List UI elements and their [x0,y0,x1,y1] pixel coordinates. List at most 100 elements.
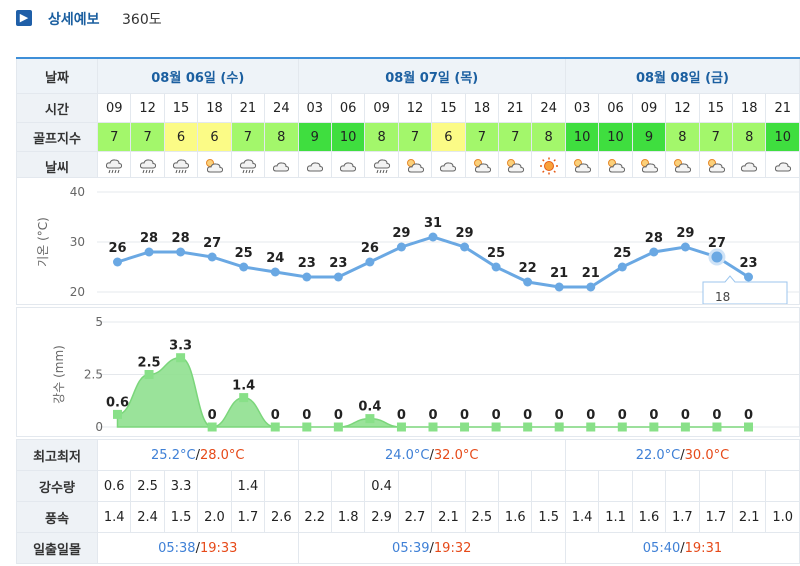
day-2-sunrise: 05:39 [392,540,430,556]
rainfall-cell: 3.3 [163,470,199,502]
weather-cell [297,151,332,181]
rain-value-label: 0.6 [106,395,129,410]
temperature-point [396,242,406,252]
wind-label: 풍속 [16,501,98,533]
time-cell: 06 [330,93,366,123]
rainfall-cell: 1.4 [230,470,266,502]
temperature-value-label: 29 [392,226,410,241]
temperature-value-label: 25 [613,246,631,261]
wind-cell: 2.9 [364,501,399,533]
temperature-value-label: 23 [739,256,757,271]
temperature-point [113,257,122,267]
temperature-point [428,232,438,242]
highlighted-point [708,248,726,266]
rainfall-cell [631,470,667,502]
temperature-value-label: 21 [582,266,600,281]
time-cell: 12 [665,93,700,123]
time-cell: 06 [598,93,633,123]
wind-cell: 2.4 [130,501,165,533]
temperature-point [144,247,154,257]
cloud-icon [738,159,760,174]
weather-cell [197,151,232,181]
summary-table: 최고최저 25.2°C/28.0°C 24.0°C/32.0°C 22.0°C/… [16,439,800,564]
time-cell: 12 [130,93,165,123]
temperature-point [365,257,375,267]
time-cell: 18 [464,93,500,123]
temperature-value-label: 27 [203,236,221,251]
rain-value-label: 0 [208,408,217,423]
tooltip-text: 18 [715,290,730,304]
sun-cloud-icon [705,159,727,174]
temperature-value-label: 21 [550,266,568,281]
wind-row: 풍속 1.4 2.4 1.5 2.0 1.7 2.6 2.2 1.8 2.9 2.7 2.1 2.5 1… [16,501,800,533]
sun-cloud-icon [471,159,493,174]
rain-chart: 0 2.5 5 강수 (mm) 0.6 2.5 3.3 0 1.4 0 0 0 0.4 0 0 0 0 0 0 0 0 0… [16,307,800,437]
wind-cell: 1.6 [498,501,533,533]
golf-index-cell: 7 [130,122,165,152]
rainfall-cell [665,470,700,502]
rain-point [523,422,533,432]
rain-point [302,422,312,432]
rainfall-row: 강수량 0.6 2.5 3.3 1.4 0.4 [16,470,800,502]
sun-cloud-icon [638,159,660,174]
rain-cloud-icon [170,159,192,174]
rain-point [270,422,280,432]
rainfall-cell [698,470,734,502]
golf-index-cell: 9 [297,122,332,152]
temperature-chart: 20 30 40 기온 (°C) 26 28 28 27 25 24 23 23 26 29 31 29 25 2… [16,177,800,305]
rainfall-cell [564,470,600,502]
golf-index-cell: 8 [732,122,767,152]
rain-value-label: 0 [649,408,658,423]
cloud-icon [772,159,794,174]
day-3-sunrise: 05:40 [642,540,681,556]
golf-index-cell: 8 [665,122,700,152]
header: ▶ 상세예보 360도 [0,0,800,40]
rain-cloud-icon [237,159,259,174]
minmax-label: 최고최저 [16,439,98,471]
day-1-sun: 05:38/19:33 [97,532,299,564]
time-cell: 15 [431,93,466,123]
y-tick-label: 40 [70,185,85,199]
wind-cell: 2.1 [732,501,767,533]
rainfall-cell: 2.5 [130,470,165,502]
rainfall-cell [397,470,433,502]
rain-value-label: 0 [618,408,627,423]
time-cell: 18 [732,93,767,123]
rain-value-label: 0 [681,408,690,423]
golf-index-cell: 8 [264,122,299,152]
y-tick-label: 2.5 [84,368,103,382]
wind-cell: 1.4 [96,501,132,533]
rain-point [333,422,343,432]
weather-cell [230,151,266,181]
rain-point [649,422,659,432]
day-1-minmax: 25.2°C/28.0°C [97,439,299,471]
time-row: 시간 09 12 15 18 21 24 03 06 09 12 15 18 21 24 03 06 09 12 1… [16,93,800,123]
weather-row: 날씨 [16,151,800,181]
expand-arrow-icon[interactable]: ▶ [16,10,32,26]
rainfall-cell [598,470,633,502]
cloud-icon [270,159,292,174]
wind-cell: 2.6 [264,501,299,533]
weather-cell [330,151,366,181]
time-cell: 09 [96,93,132,123]
rainfall-cell [431,470,466,502]
rain-value-label: 0 [397,408,406,423]
date-label: 날짜 [16,57,98,94]
golf-index-cell: 10 [765,122,800,152]
golf-index-cell: 7 [698,122,734,152]
y-axis-label: 기온 (°C) [36,217,50,267]
sun-cloud-icon [571,159,593,174]
temperature-point [207,252,217,262]
rainfall-cell [297,470,332,502]
rain-value-label: 2.5 [138,356,161,371]
rain-point [460,422,470,432]
wind-cell: 1.1 [598,501,633,533]
time-cell: 21 [765,93,800,123]
rain-value-label: 0 [460,408,469,423]
rain-value-label: 0 [334,408,343,423]
temperature-point [554,282,564,292]
day-2-sun: 05:39/19:32 [297,532,566,564]
golf-index-cell: 6 [163,122,199,152]
sun-cloud-icon [504,159,526,174]
